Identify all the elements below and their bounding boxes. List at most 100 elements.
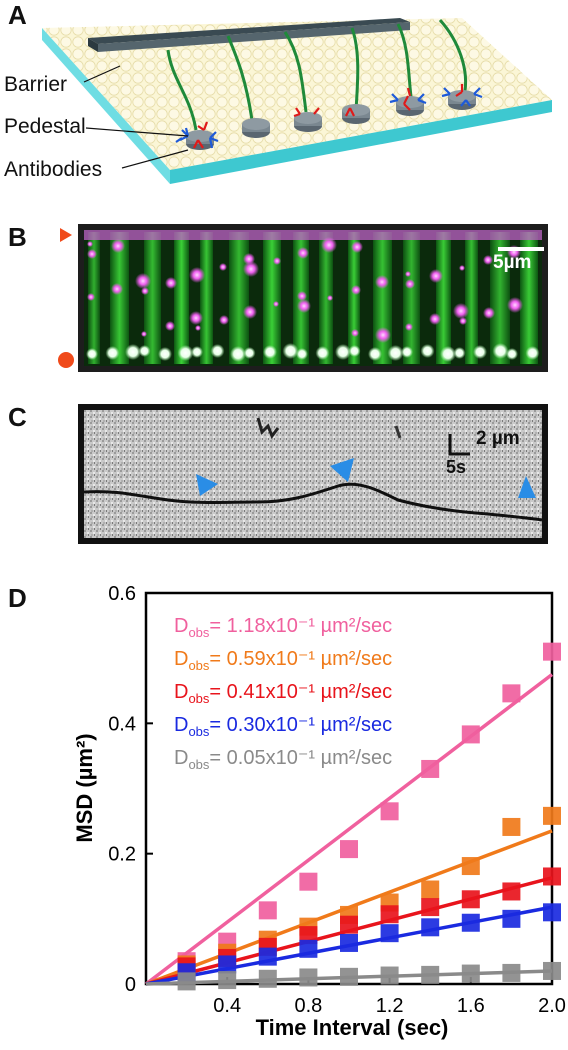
- label-antibodies: Antibodies: [4, 158, 103, 181]
- data-point: [218, 955, 237, 974]
- data-point: [461, 913, 480, 932]
- magenta-spot: [141, 331, 147, 337]
- legend-symbol: D: [174, 648, 188, 670]
- legend-entry: Dobs= 0.59x10⁻¹ µm²/sec: [174, 648, 392, 673]
- pedestal-spot: [138, 345, 151, 357]
- data-point: [218, 971, 237, 990]
- pedestal-spot: [473, 345, 487, 359]
- panel-a-schematic: [42, 18, 552, 184]
- data-point: [502, 882, 521, 901]
- magenta-spot: [507, 297, 523, 313]
- legend-symbol: D: [174, 747, 188, 769]
- pedestal-spot: [420, 344, 435, 358]
- data-point: [502, 817, 521, 836]
- pedestal-spot: [506, 348, 518, 360]
- panel-letter-c: C: [8, 402, 27, 432]
- pedestal-spot: [158, 347, 172, 361]
- panel-letter-a: A: [8, 0, 27, 30]
- scalebar-c-lines: [448, 434, 470, 456]
- magenta-spot: [219, 263, 227, 271]
- data-point: [380, 905, 399, 924]
- legend-entry: Dobs= 1.18x10⁻¹ µm²/sec: [174, 615, 392, 640]
- magenta-spot: [459, 317, 467, 325]
- data-point: [340, 933, 358, 952]
- y-tick-label: 0.2: [108, 844, 136, 866]
- panel-b-frame: [78, 224, 548, 372]
- legend-subscript: obs: [188, 757, 209, 772]
- legend-value: = 0.59x10⁻¹ µm²/sec: [209, 648, 392, 670]
- magenta-spot: [351, 241, 363, 253]
- magenta-spot: [375, 275, 389, 289]
- y-tick-label: 0.4: [108, 713, 136, 735]
- legend-entry: Dobs= 0.30x10⁻¹ µm²/sec: [174, 714, 392, 739]
- dna-stripe: [110, 232, 129, 364]
- barrier-bar: [88, 18, 410, 52]
- data-point: [461, 857, 480, 876]
- arrowhead-2-icon: [330, 458, 354, 482]
- magenta-spot: [87, 241, 93, 247]
- legend-symbol: D: [174, 681, 188, 703]
- pedestal-spot: [210, 344, 225, 358]
- dna-stripe: [436, 232, 451, 364]
- dna-stripe: [263, 232, 281, 364]
- kymograph-overlay: [196, 434, 536, 498]
- pedestal-spot: [525, 346, 540, 360]
- legend-entry: Dobs= 0.41x10⁻¹ µm²/sec: [174, 681, 392, 706]
- arrowhead-3-icon: [518, 476, 536, 498]
- data-point: [502, 909, 521, 928]
- magenta-spot: [483, 255, 493, 265]
- legend-subscript: obs: [188, 691, 209, 706]
- data-point: [543, 961, 561, 980]
- pedestal-spot: [105, 346, 120, 360]
- legend-subscript: obs: [188, 625, 209, 640]
- data-point: [299, 926, 318, 945]
- data-point: [502, 684, 521, 703]
- data-point: [177, 972, 196, 991]
- dna-stripe: [490, 232, 510, 364]
- data-point: [421, 898, 440, 917]
- magenta-spot: [165, 277, 177, 289]
- data-point: [258, 947, 277, 966]
- data-point: [340, 840, 358, 859]
- x-tick-label: 2.0: [538, 995, 566, 1017]
- magenta-spot: [87, 293, 95, 301]
- dna-stripe: [144, 232, 161, 364]
- data-point: [380, 966, 399, 985]
- magenta-spot: [459, 265, 465, 271]
- data-point: [543, 642, 561, 661]
- dna-stripe: [520, 232, 538, 364]
- pedestal-spot: [348, 345, 361, 357]
- x-tick-label: 0.4: [213, 995, 241, 1017]
- magenta-spot: [111, 283, 123, 295]
- dna-stripe: [319, 232, 333, 364]
- pedestal-spot: [335, 344, 351, 360]
- magenta-spot: [135, 273, 151, 289]
- magenta-spot: [297, 291, 307, 301]
- scalebar-c-x-label: 5s: [446, 457, 467, 477]
- data-point: [340, 967, 358, 986]
- pedestal-spot: [243, 347, 256, 359]
- data-point: [461, 890, 480, 909]
- legend-value: = 0.05x10⁻¹ µm²/sec: [209, 747, 392, 769]
- data-point: [258, 901, 277, 920]
- data-point: [421, 880, 440, 899]
- y-tick-label: 0.6: [108, 583, 136, 605]
- magenta-spot: [165, 321, 175, 331]
- magenta-spot: [429, 269, 443, 283]
- kymograph-trace: [83, 482, 543, 522]
- magenta-spot: [87, 249, 97, 259]
- label-barrier: Barrier: [4, 73, 68, 96]
- legend-symbol: D: [174, 714, 188, 736]
- pedestal-spot: [125, 344, 141, 360]
- data-point: [421, 759, 440, 778]
- kymograph-dark-spots: [256, 417, 280, 440]
- data-point: [299, 872, 318, 891]
- data-point: [380, 802, 399, 821]
- magenta-spot: [405, 323, 413, 331]
- magenta-spot: [351, 329, 359, 337]
- magenta-spot: [297, 247, 309, 259]
- scalebar-b-line: [498, 247, 544, 251]
- legend-subscript: obs: [188, 724, 209, 739]
- magenta-spot: [273, 301, 279, 307]
- magenta-spot: [327, 295, 333, 301]
